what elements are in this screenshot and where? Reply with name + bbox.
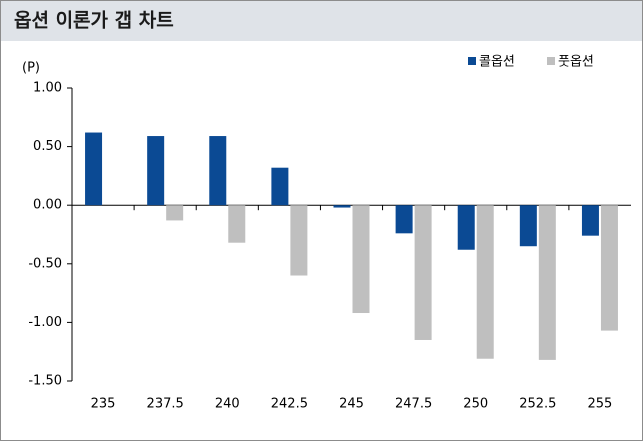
x-tick-label: 240 <box>215 397 240 412</box>
legend-label: 콜옵션 <box>479 55 515 70</box>
bar <box>85 132 103 206</box>
bar <box>600 205 618 331</box>
x-tick-label: 237.5 <box>147 397 184 412</box>
y-axis-label: (P) <box>22 61 40 76</box>
bar <box>228 205 246 243</box>
bar <box>290 205 308 276</box>
bar <box>538 205 556 360</box>
bar <box>414 205 432 340</box>
x-tick-label: 235 <box>91 397 116 412</box>
bar <box>581 205 599 236</box>
x-tick-label: 252.5 <box>519 397 556 412</box>
y-tick-label: 1.00 <box>33 81 62 96</box>
bar <box>457 205 475 250</box>
legend-label: 풋옵션 <box>558 55 594 70</box>
legend-swatch <box>468 57 476 65</box>
y-tick-label: -1.00 <box>28 315 62 330</box>
y-tick-label: 0.00 <box>33 198 62 213</box>
bar <box>166 205 184 221</box>
header <box>1 1 642 41</box>
x-tick-label: 245 <box>339 397 364 412</box>
x-tick-label: 255 <box>588 397 613 412</box>
bar <box>333 205 351 208</box>
x-tick-label: 250 <box>463 397 488 412</box>
chart-title: 옵션 이론가 갭 차트 <box>14 10 174 32</box>
y-tick-label: -0.50 <box>28 256 62 271</box>
bar <box>519 205 537 247</box>
bar <box>395 205 413 234</box>
y-tick-label: 0.50 <box>33 139 62 154</box>
bar <box>352 205 370 314</box>
x-tick-label: 242.5 <box>271 397 308 412</box>
bar <box>209 136 227 206</box>
bar <box>147 136 165 206</box>
legend-swatch <box>547 57 555 65</box>
bar <box>476 205 494 359</box>
y-tick-label: -1.50 <box>28 374 62 389</box>
x-tick-label: 247.5 <box>395 397 432 412</box>
bar <box>271 167 289 206</box>
